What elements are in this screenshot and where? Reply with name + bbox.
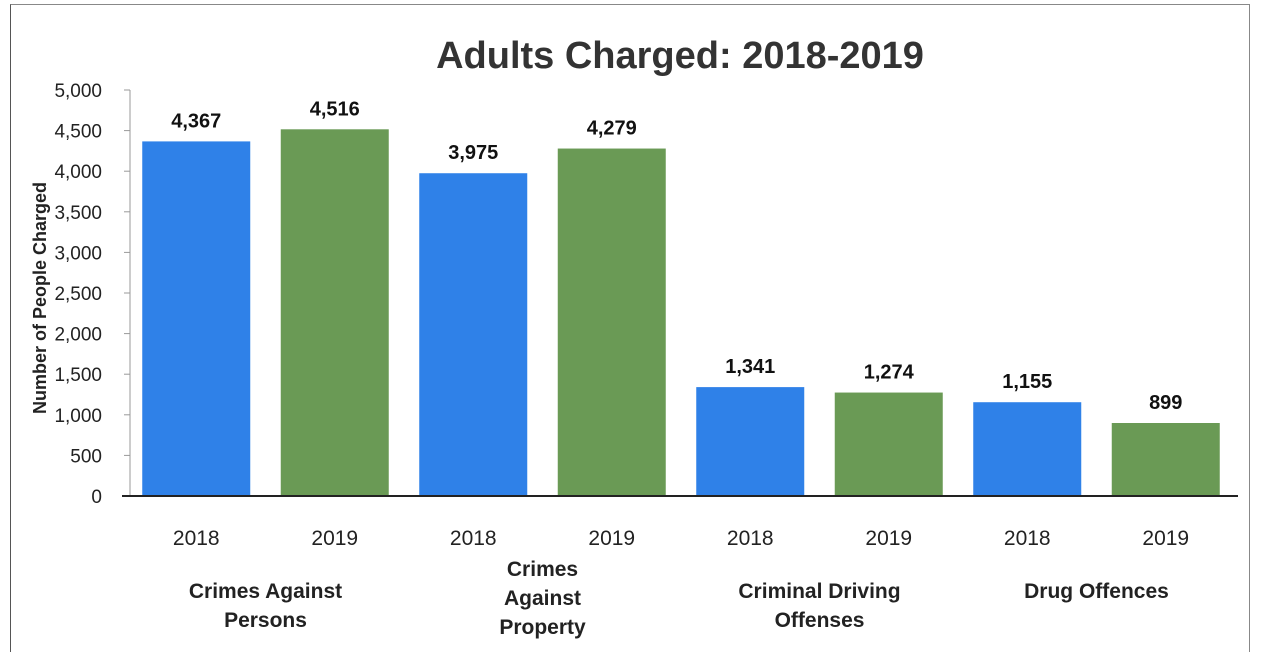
data-labels: 4,367 4,516 3,975 4,279 1,341 1,274 1,155 899 bbox=[171, 98, 1182, 414]
bar-2018 bbox=[419, 173, 528, 497]
category-label: Drug Offences bbox=[1024, 580, 1169, 603]
y-tick-label: 1,000 bbox=[54, 406, 102, 427]
bar-2019 bbox=[280, 129, 389, 497]
x-tick-label: 2018 bbox=[173, 527, 220, 550]
y-tick-label: 0 bbox=[91, 487, 102, 508]
category-label: Crimes Against Property bbox=[499, 558, 586, 639]
bar-2019 bbox=[1111, 423, 1220, 496]
data-label: 4,279 bbox=[587, 118, 637, 140]
category-labels: Crimes Against Persons Crimes Against Proper… bbox=[189, 558, 1169, 639]
bar-2019 bbox=[834, 392, 943, 496]
data-label: 899 bbox=[1149, 392, 1182, 414]
bar-2019 bbox=[557, 148, 666, 496]
data-label: 4,367 bbox=[171, 110, 221, 132]
data-label: 1,274 bbox=[864, 362, 915, 384]
bar-2018 bbox=[696, 387, 805, 496]
x-tick-label: 2019 bbox=[865, 527, 912, 550]
y-tick-label: 4,500 bbox=[54, 122, 102, 143]
y-axis-label: Number of People Charged bbox=[30, 182, 50, 414]
y-tick-label: 2,000 bbox=[54, 325, 102, 346]
category-label: Criminal Driving Offenses bbox=[738, 580, 900, 632]
y-axis: 0 500 1,000 1,500 2,000 2,500 3,000 3,500 4,000 4… bbox=[54, 81, 130, 508]
data-label: 1,341 bbox=[725, 356, 775, 378]
x-tick-label: 2019 bbox=[1142, 527, 1189, 550]
y-tick-label: 5,000 bbox=[54, 81, 102, 102]
data-label: 1,155 bbox=[1002, 371, 1052, 393]
chart-frame bbox=[10, 4, 1250, 652]
y-tick-label: 4,000 bbox=[54, 162, 102, 183]
y-tick-label: 2,500 bbox=[54, 284, 102, 305]
x-tick-label: 2018 bbox=[1004, 527, 1051, 550]
x-tick-label: 2019 bbox=[311, 527, 358, 550]
data-label: 4,516 bbox=[310, 98, 360, 120]
y-tick-label: 3,500 bbox=[54, 203, 102, 224]
x-tick-label: 2018 bbox=[727, 527, 774, 550]
x-tick-label: 2018 bbox=[450, 527, 497, 550]
x-tick-label: 2019 bbox=[588, 527, 635, 550]
bar-2018 bbox=[142, 141, 251, 496]
x-axis: 2018 2019 2018 2019 2018 2019 2018 2019 bbox=[173, 527, 1189, 550]
y-tick-label: 1,500 bbox=[54, 365, 102, 386]
bars bbox=[142, 129, 1220, 497]
data-label: 3,975 bbox=[448, 142, 498, 164]
chart-title: Adults Charged: 2018-2019 bbox=[436, 35, 924, 77]
y-tick-label: 3,000 bbox=[54, 243, 102, 264]
category-label: Crimes Against Persons bbox=[189, 580, 342, 632]
bar-2018 bbox=[973, 402, 1082, 496]
y-tick-label: 500 bbox=[70, 446, 102, 467]
